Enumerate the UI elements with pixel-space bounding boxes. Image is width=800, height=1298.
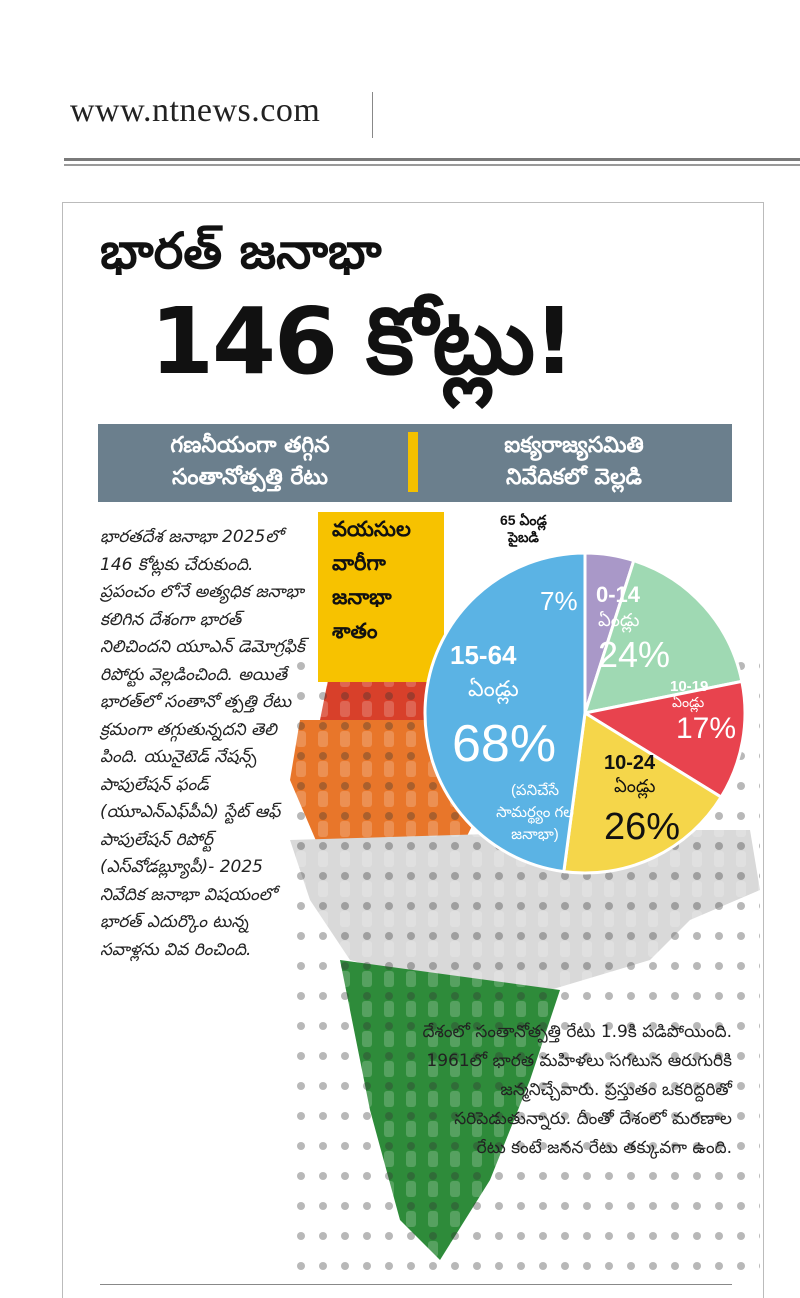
label-65-plus-line2: పైబడి xyxy=(508,529,539,545)
label-0-14-sub: ఏండ్లు xyxy=(598,610,640,630)
label-65-plus: 65 ఏండ్ల పైబడి xyxy=(500,512,547,546)
label-65-plus-line1: 65 ఏండ్ల xyxy=(500,512,547,528)
footer-rule xyxy=(100,1284,732,1285)
note-15-64: (పనిచేసే సామర్థ్యం గల జనాభా) xyxy=(496,782,574,843)
pie-slice-2 xyxy=(580,679,747,800)
body-text-bottom: దేశంలో సంతానోత్పత్తి రేటు 1.9కి పడిపోయిం… xyxy=(422,1022,732,1158)
pie-slice-1 xyxy=(582,558,744,715)
header-rule-2 xyxy=(64,164,800,166)
age-legend-line-4: శాతం xyxy=(332,619,378,643)
age-legend-box: వయసుల వారీగా జనాభా శాతం xyxy=(318,512,444,682)
headline-line-1: భారత్ జనాభా xyxy=(100,222,382,280)
pie-slice-3 xyxy=(562,710,724,875)
headline-line-2: 146 కోట్లు! xyxy=(150,288,575,395)
pie-slice-4 xyxy=(423,551,587,874)
age-legend-line-3: జనాభా xyxy=(332,585,392,609)
header-divider xyxy=(372,92,373,138)
subheading-divider xyxy=(408,432,418,492)
subheading-band: గణనీయంగా తగ్గిన సంతానోత్పత్తి రేటు ఐక్యర… xyxy=(98,424,732,502)
body-text-left: భారతదేశ జనాభా 2025లో 146 కోట్లకు చేరుకుం… xyxy=(100,527,305,960)
article-card xyxy=(62,202,764,1298)
age-legend-line-1: వయసుల xyxy=(332,517,411,541)
subheading-left: గణనీయంగా తగ్గిన సంతానోత్పత్తి రేటు xyxy=(170,433,330,490)
label-10-19-sub: ఏండ్లు xyxy=(672,694,705,710)
age-legend-line-2: వారీగా xyxy=(332,551,386,575)
label-10-19: 10-19 xyxy=(670,678,709,695)
label-15-64: 15-64 xyxy=(450,640,517,670)
pct-15-64: 68% xyxy=(452,715,557,773)
age-distribution-pie-chart xyxy=(423,551,747,875)
label-10-24-sub: ఏండ్లు xyxy=(614,776,656,796)
label-0-14: 0-14 xyxy=(596,582,641,607)
pct-10-24: 26% xyxy=(604,806,681,848)
label-15-64-sub: ఏండ్లు xyxy=(468,676,519,701)
label-10-24: 10-24 xyxy=(604,752,656,774)
pct-0-14: 24% xyxy=(598,634,671,675)
site-url[interactable]: www.ntnews.com xyxy=(70,92,321,129)
subheading-right: ఐక్యరాజ్యసమితి నివేదికలో వెల్లడి xyxy=(504,433,644,490)
header-rule xyxy=(64,158,800,161)
pct-65-plus: 7% xyxy=(540,586,578,616)
pct-10-19: 17% xyxy=(676,712,737,745)
